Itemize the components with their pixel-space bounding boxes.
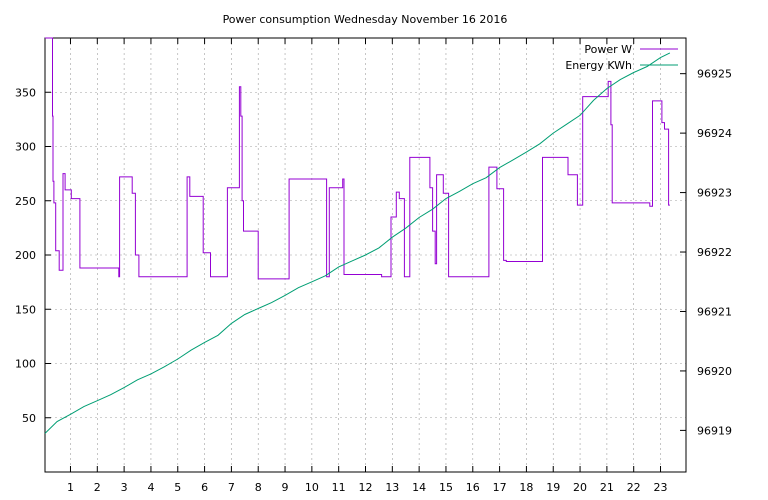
y-left-tick-label: 250 (15, 195, 36, 208)
plot-border (44, 37, 687, 473)
x-tick-label: 3 (121, 481, 128, 494)
x-tick-label: 7 (228, 481, 235, 494)
series-line-power-w (45, 37, 670, 280)
y-right-tick-label: 96922 (697, 246, 732, 259)
x-tick-label: 18 (519, 481, 533, 494)
x-tick-label: 10 (305, 481, 319, 494)
x-tick-label: 21 (600, 481, 614, 494)
chart-title: Power consumption Wednesday November 16 … (223, 13, 508, 26)
x-tick-label: 2 (94, 481, 101, 494)
legend: Power W Energy KWh (565, 43, 678, 72)
y-right-tick-label: 96924 (697, 127, 732, 140)
y-left-tick-label: 150 (15, 303, 36, 316)
y-left-tick-label: 200 (15, 249, 36, 262)
x-tick-label: 13 (385, 481, 399, 494)
x-tick-label: 1 (67, 481, 74, 494)
x-tick-label: 9 (282, 481, 289, 494)
grid-lines (45, 38, 686, 472)
x-tick-label: 5 (174, 481, 181, 494)
x-tick-label: 14 (412, 481, 426, 494)
series-lines (44, 37, 671, 434)
y-right-tick-label: 96921 (697, 305, 732, 318)
y-right-tick-label: 96923 (697, 187, 732, 200)
x-tick-label: 23 (654, 481, 668, 494)
x-tick-label: 15 (439, 481, 453, 494)
x-tick-label: 16 (466, 481, 480, 494)
x-tick-label: 11 (332, 481, 346, 494)
x-tick-label: 20 (573, 481, 587, 494)
y-left-tick-label: 300 (15, 141, 36, 154)
legend-label: Energy KWh (565, 59, 632, 72)
axes: 1 2 3 4 5 6 7 8 9 10 11 12 13 14 15 16 17 18 19 20 21 22 23501… (15, 37, 732, 494)
x-tick-label: 8 (255, 481, 262, 494)
y-right-tick-label: 96919 (697, 424, 732, 437)
legend-label: Power W (584, 43, 632, 56)
series-line-energy-kwh (44, 52, 671, 434)
y-left-tick-label: 350 (15, 86, 36, 99)
y-left-tick-label: 50 (22, 412, 36, 425)
x-tick-label: 6 (201, 481, 208, 494)
y-right-tick-label: 96925 (697, 68, 732, 81)
x-tick-label: 17 (493, 481, 507, 494)
x-tick-label: 22 (627, 481, 641, 494)
x-tick-label: 4 (147, 481, 154, 494)
y-right-tick-label: 96920 (697, 365, 732, 378)
x-tick-label: 19 (546, 481, 560, 494)
x-tick-label: 12 (359, 481, 373, 494)
y-left-tick-label: 100 (15, 358, 36, 371)
